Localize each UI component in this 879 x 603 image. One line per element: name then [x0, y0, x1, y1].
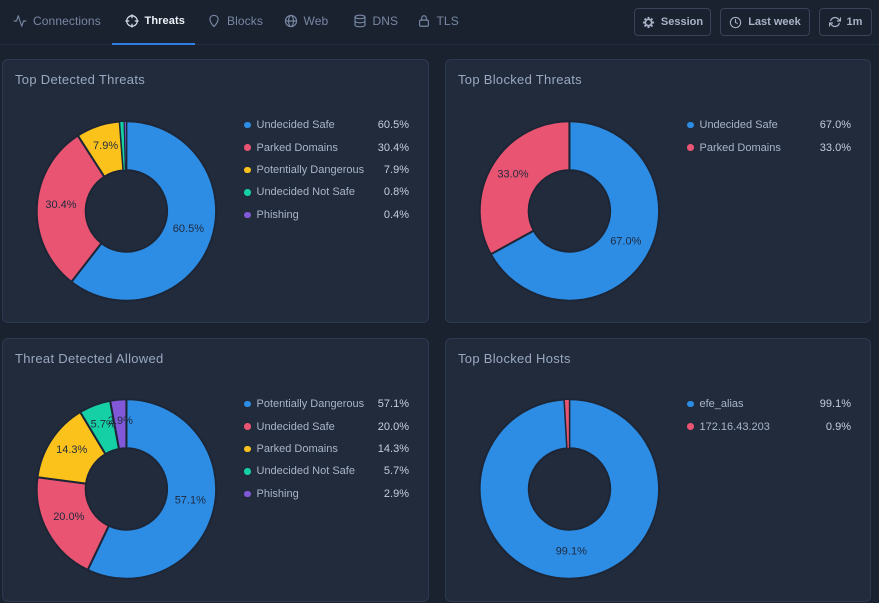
svg-text:67.0%: 67.0% [610, 235, 641, 247]
svg-text:60.5%: 60.5% [173, 223, 204, 235]
svg-text:14.3%: 14.3% [56, 444, 87, 456]
svg-text:7.9%: 7.9% [93, 140, 118, 152]
svg-text:33.0%: 33.0% [497, 169, 528, 181]
svg-text:2.9%: 2.9% [108, 415, 133, 427]
svg-text:5.7%: 5.7% [91, 419, 116, 431]
svg-text:57.1%: 57.1% [175, 495, 206, 507]
svg-text:20.0%: 20.0% [53, 511, 84, 523]
svg-text:30.4%: 30.4% [45, 199, 76, 211]
svg-text:99.1%: 99.1% [556, 546, 587, 558]
